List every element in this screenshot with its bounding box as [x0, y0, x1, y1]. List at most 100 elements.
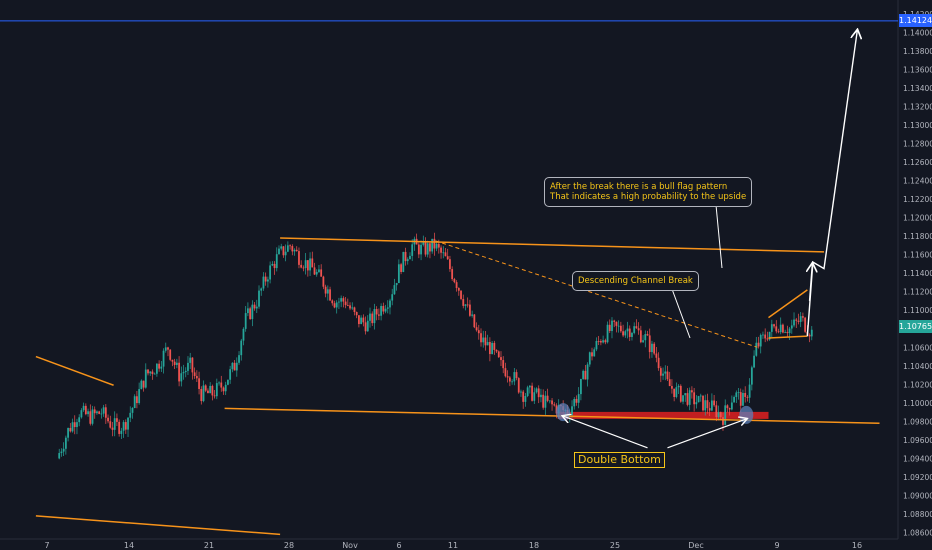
- candle-body: [422, 242, 425, 245]
- descending-channel-dashed-line: [435, 240, 758, 348]
- bull-flag-lower-line: [768, 335, 808, 339]
- y-tick-label: 1.13000: [903, 121, 932, 130]
- candle-body: [211, 385, 214, 396]
- candle-body: [242, 328, 245, 341]
- candle-body: [742, 392, 744, 406]
- candle-body: [744, 392, 747, 397]
- candle-body: [664, 371, 667, 374]
- candle-body: [109, 421, 112, 428]
- candle-body: [493, 342, 496, 350]
- candle-body: [517, 378, 520, 393]
- projection-path: [806, 31, 857, 337]
- candle-body: [138, 389, 141, 404]
- candle-body: [639, 330, 642, 343]
- candle-body: [120, 430, 123, 434]
- candle-body: [133, 396, 136, 409]
- candle-body: [677, 385, 680, 388]
- candle-body: [187, 362, 189, 371]
- candle-body: [395, 283, 398, 286]
- candle-body: [748, 384, 751, 398]
- candle-body: [417, 244, 420, 255]
- candle-body: [602, 340, 605, 343]
- y-tick-label: 1.13200: [903, 103, 932, 112]
- candle-body: [702, 395, 704, 411]
- candle-body: [262, 276, 265, 289]
- x-tick-label: 11: [448, 541, 458, 550]
- candle-body: [544, 395, 547, 408]
- candle-body: [300, 264, 303, 268]
- candle-body: [524, 395, 527, 402]
- candle-body: [446, 256, 449, 260]
- candle-body: [349, 305, 351, 309]
- candle-body: [679, 385, 682, 402]
- candle-body: [520, 391, 522, 393]
- candle-body: [147, 369, 149, 374]
- candle-body: [96, 411, 98, 414]
- candle-body: [728, 408, 731, 410]
- candle-body: [693, 392, 696, 405]
- candle-body: [200, 388, 203, 402]
- candle-body: [104, 407, 107, 418]
- y-tick-label: 1.10000: [903, 399, 932, 408]
- candle-body: [118, 421, 121, 434]
- candle-body: [440, 247, 442, 253]
- candle-body: [449, 259, 451, 270]
- candle-body: [355, 312, 358, 316]
- candle-body: [358, 315, 360, 325]
- candle-body: [298, 251, 300, 265]
- candle-body: [155, 363, 158, 374]
- candle-body: [606, 324, 609, 343]
- candle-body: [708, 408, 711, 411]
- candle-body: [169, 349, 172, 360]
- candle-body: [608, 324, 611, 332]
- candle-body: [599, 341, 602, 343]
- annotation-bull-flag[interactable]: After the break there is a bull flag pat…: [544, 177, 753, 207]
- candle-body: [82, 405, 85, 411]
- x-tick-label: Nov: [342, 541, 358, 550]
- y-tick-label: 1.09000: [903, 491, 932, 500]
- candle-body: [511, 381, 513, 383]
- candle-body: [91, 409, 94, 424]
- annotation-channel-break[interactable]: Descending Channel Break: [572, 271, 699, 291]
- y-tick-label: 1.11600: [903, 251, 932, 260]
- candle-body: [247, 308, 249, 314]
- candle-body: [551, 400, 553, 405]
- double-bottom-arrow: [563, 416, 648, 449]
- candle-body: [662, 373, 664, 376]
- candle-body: [471, 314, 474, 316]
- candle-body: [475, 327, 478, 331]
- candle-body: [782, 324, 784, 333]
- candle-body: [793, 319, 795, 326]
- candle-body: [808, 334, 811, 337]
- y-tick-label: 1.12200: [903, 195, 932, 204]
- candle-body: [469, 304, 471, 316]
- y-tick-label: 1.09600: [903, 436, 932, 445]
- candle-body: [684, 393, 687, 396]
- candle-body: [715, 405, 718, 418]
- candle-body: [382, 305, 385, 312]
- upper-channel-line: [280, 237, 825, 253]
- candle-body: [431, 238, 434, 252]
- candle-body: [802, 316, 804, 318]
- bull-flag-pointer: [715, 204, 723, 269]
- candle-body: [659, 368, 662, 376]
- annotation-double-bottom[interactable]: Double Bottom: [574, 452, 665, 468]
- candle-body: [442, 252, 445, 254]
- candle-body: [207, 390, 209, 394]
- y-tick-label: 1.13600: [903, 65, 932, 74]
- candle-body: [282, 246, 285, 256]
- candle-body: [100, 413, 103, 415]
- candle-body: [571, 406, 573, 416]
- candle-body: [480, 333, 482, 343]
- candle-body: [595, 340, 598, 350]
- candle-body: [651, 343, 653, 353]
- candle-body: [209, 385, 212, 394]
- y-tick-label: 1.09200: [903, 473, 932, 482]
- candle-body: [149, 371, 152, 374]
- candle-body: [799, 316, 802, 322]
- candle-body: [340, 298, 343, 302]
- candle-body: [273, 263, 276, 269]
- candle-body: [116, 418, 118, 422]
- y-tick-label: 1.09800: [903, 417, 932, 426]
